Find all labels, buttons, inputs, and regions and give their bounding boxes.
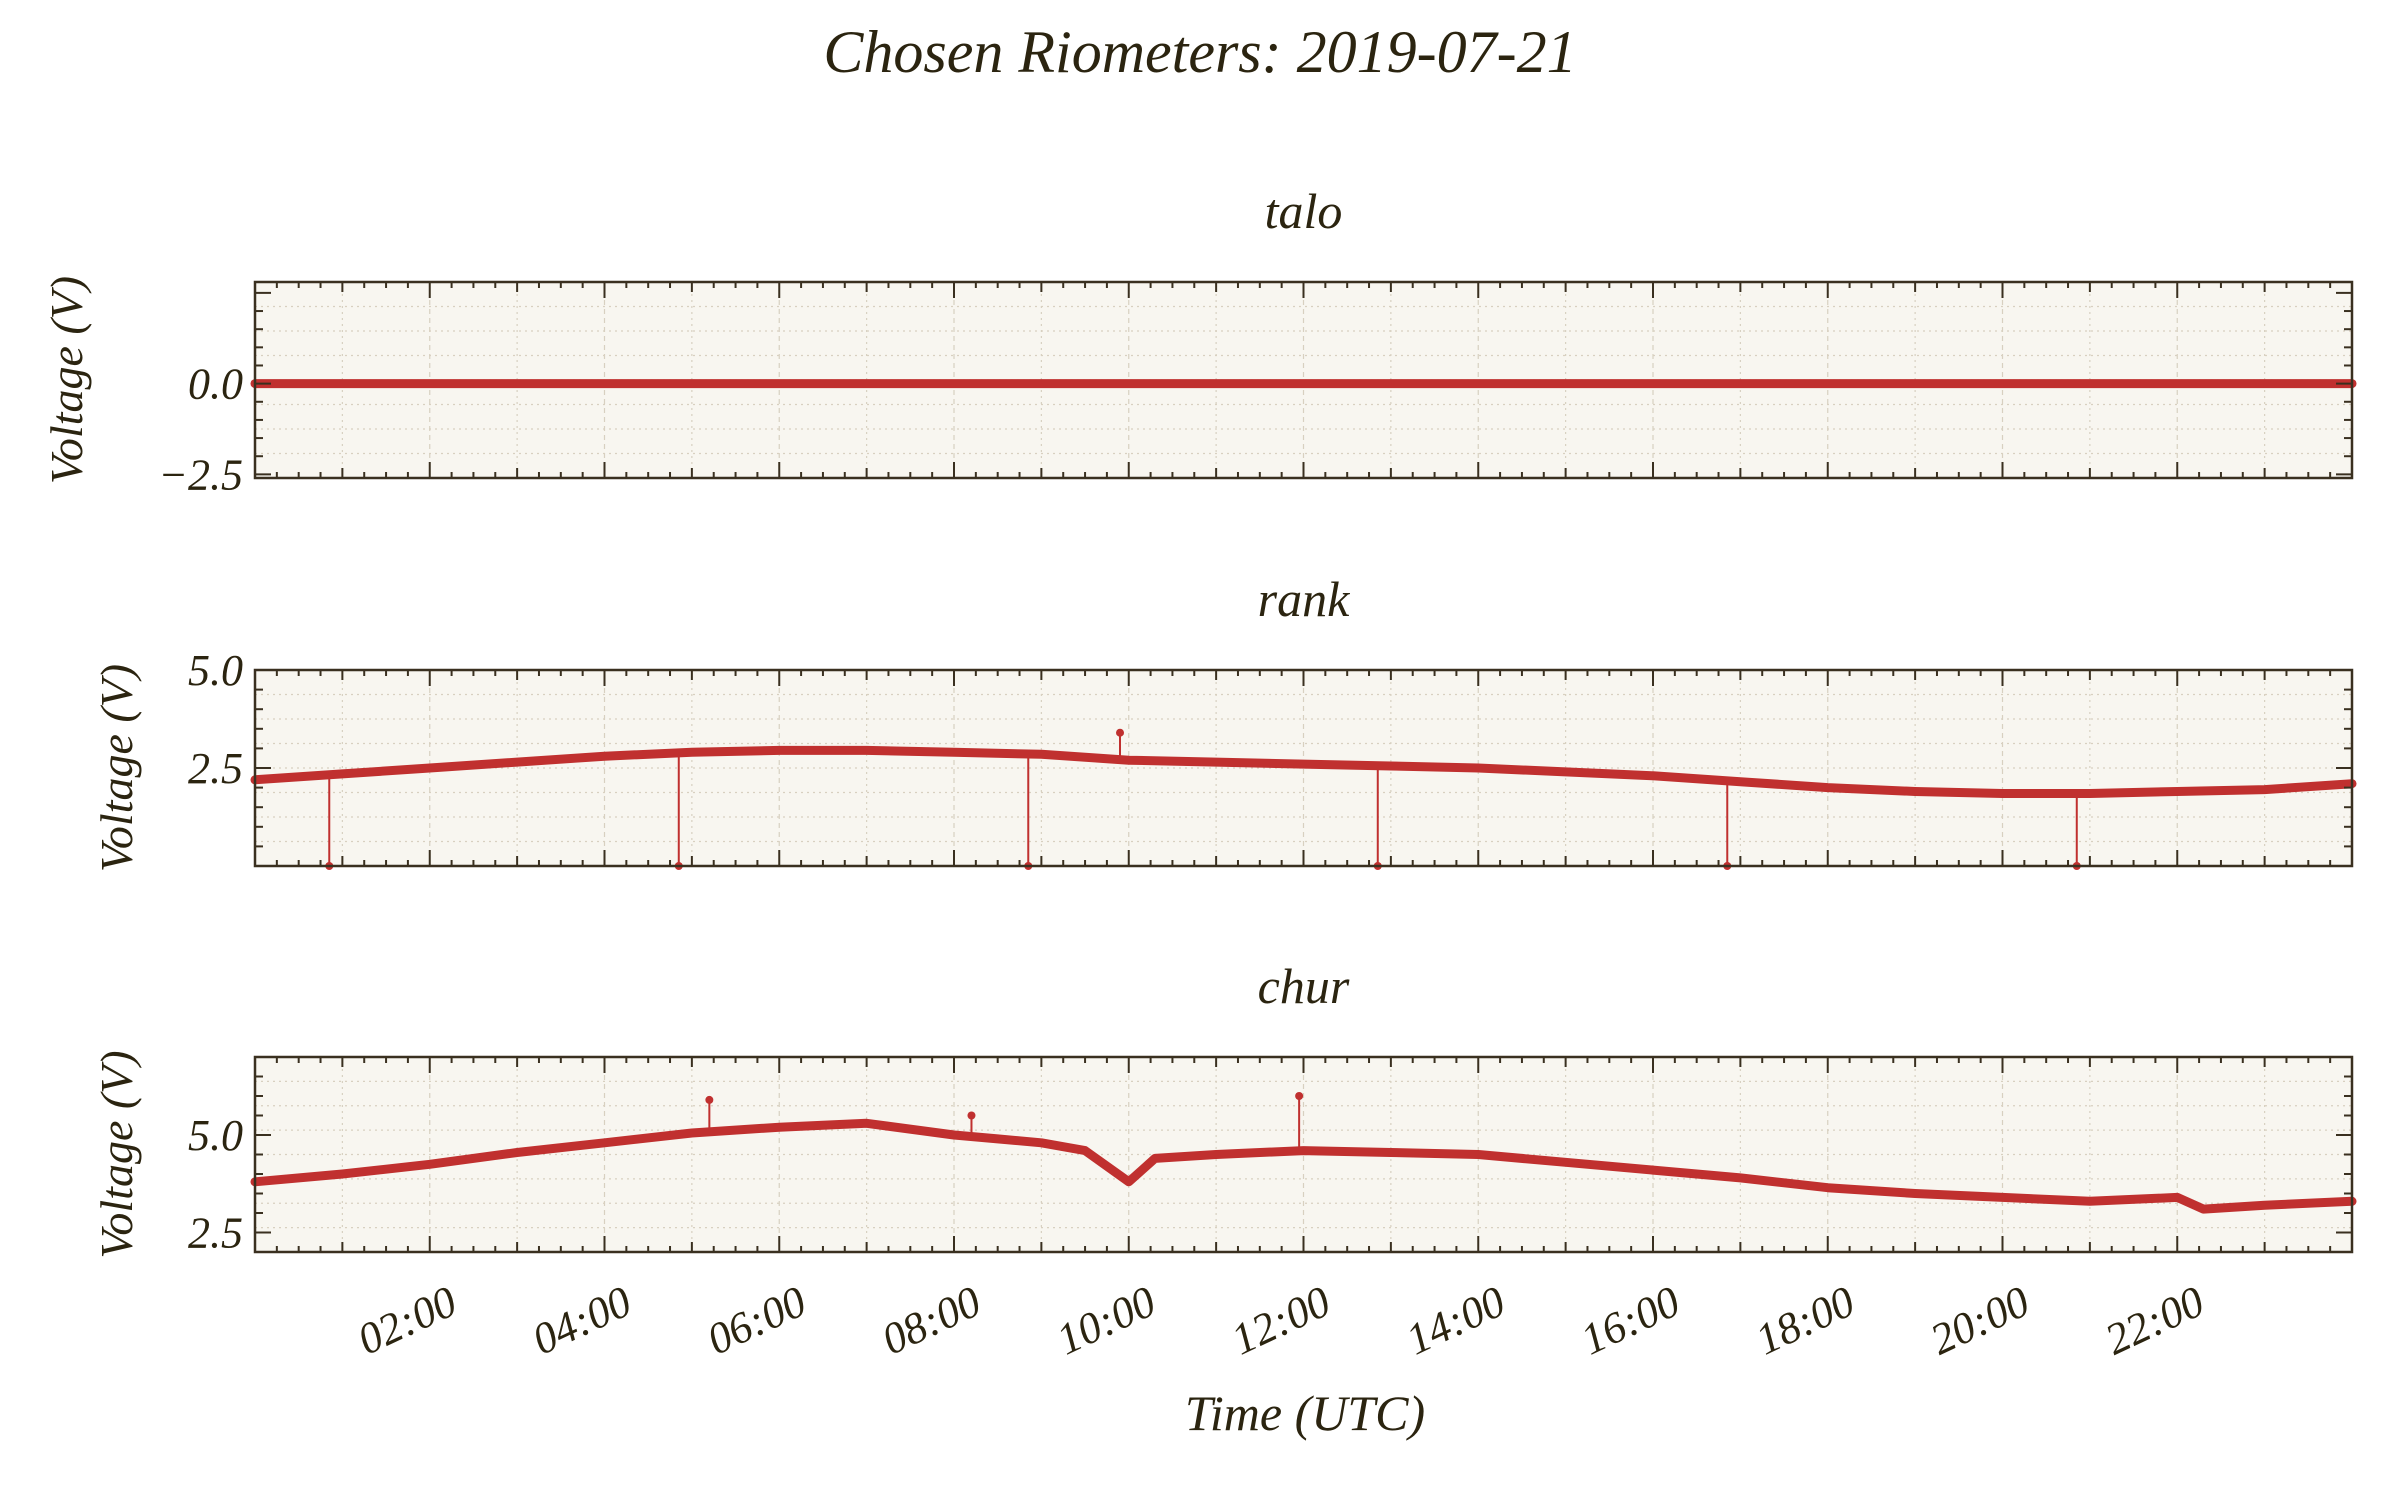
- x-tick-label: 18:00: [1748, 1277, 1862, 1365]
- y-tick-label: 0.0: [188, 360, 243, 409]
- spike-marker: [1295, 1092, 1304, 1100]
- y-tick-label: 2.5: [188, 744, 243, 793]
- y-tick-label: −2.5: [158, 450, 243, 499]
- panel-talo: 0.0 −2.5 talo Voltage (V): [41, 183, 2357, 499]
- y-tick-label: 5.0: [188, 1111, 243, 1160]
- series-line: [250, 1118, 2357, 1214]
- x-tick-label: 06:00: [700, 1277, 814, 1365]
- series-line: [250, 745, 2357, 798]
- panel-title: chur: [1258, 958, 1350, 1014]
- x-axis-label: Time (UTC): [1185, 1385, 1425, 1441]
- panel-chur: 5.0 2.5 chur Voltage (V) 02:00 04:00 06:00 08:0…: [91, 958, 2357, 1365]
- y-axis-label: Voltage (V): [91, 1050, 142, 1258]
- y-tick-label: 2.5: [188, 1209, 243, 1258]
- panel-rank: 5.0 2.5 rank Voltage (V): [91, 571, 2357, 872]
- spike-marker: [1116, 728, 1125, 737]
- x-tick-label: 16:00: [1573, 1277, 1687, 1365]
- x-tick-label: 12:00: [1224, 1277, 1338, 1365]
- panel-title: rank: [1258, 571, 1350, 627]
- x-tick-label: 02:00: [350, 1277, 464, 1365]
- y-tick-label: 5.0: [188, 646, 243, 695]
- panel-title: talo: [1265, 183, 1343, 239]
- y-axis-label: Voltage (V): [91, 664, 142, 872]
- x-tick-label: 20:00: [1923, 1277, 2037, 1365]
- x-tick-label: 22:00: [2098, 1277, 2212, 1365]
- x-tick-label: 10:00: [1049, 1277, 1163, 1365]
- x-tick-label: 08:00: [874, 1277, 988, 1365]
- x-tick-label: 04:00: [525, 1277, 639, 1365]
- spike-marker: [705, 1095, 714, 1104]
- spike-marker: [967, 1111, 976, 1120]
- y-axis-label: Voltage (V): [41, 276, 92, 484]
- x-tick-label: 14:00: [1399, 1277, 1513, 1365]
- figure-title: Chosen Riometers: 2019-07-21: [823, 19, 1576, 85]
